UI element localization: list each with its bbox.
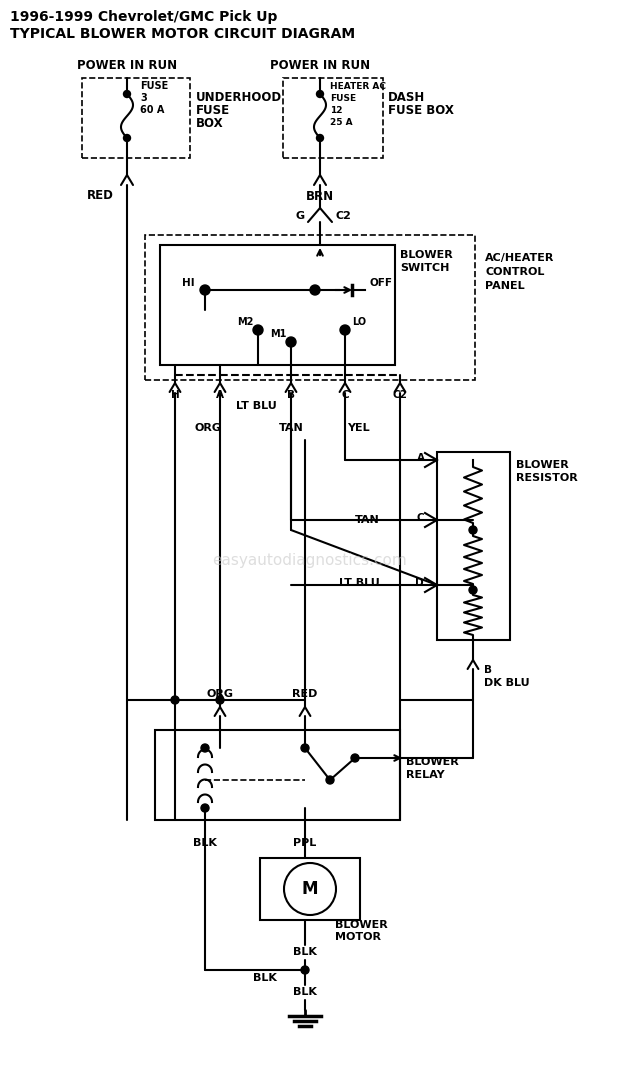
Text: PANEL: PANEL [485,281,525,291]
Text: B: B [484,664,492,675]
Text: easyautodiagnostics.com: easyautodiagnostics.com [211,552,407,567]
Text: BLOWER
MOTOR: BLOWER MOTOR [335,920,387,942]
Text: C: C [341,389,349,400]
Text: M: M [302,880,318,898]
Text: RELAY: RELAY [406,770,444,780]
Text: LT BLU: LT BLU [339,578,380,589]
Text: C: C [417,513,424,523]
Text: 25 A: 25 A [330,118,353,126]
Text: RED: RED [87,188,114,201]
Circle shape [171,696,179,704]
Text: BLK: BLK [293,947,317,957]
Text: TAN: TAN [279,423,303,433]
Bar [283,78,383,158]
Text: A: A [216,389,224,400]
Text: TAN: TAN [355,515,380,525]
Circle shape [340,325,350,335]
Text: M2: M2 [237,317,253,327]
Text: LO: LO [352,317,366,327]
Text: PPL: PPL [294,838,316,849]
Text: ORG: ORG [195,423,221,433]
Text: BLK: BLK [253,973,277,983]
Bar [155,730,400,820]
Circle shape [201,744,209,752]
Bar [145,235,475,380]
Text: FUSE BOX: FUSE BOX [388,104,454,117]
Circle shape [469,586,477,594]
Text: 12: 12 [330,106,342,114]
Text: C2: C2 [335,211,351,221]
Circle shape [124,135,130,141]
Text: BLK: BLK [193,838,217,849]
Circle shape [326,776,334,784]
Text: HEATER AC: HEATER AC [330,81,386,91]
Bar [260,858,360,920]
Text: BLOWER: BLOWER [406,756,459,767]
Text: D: D [415,578,424,589]
Text: SWITCH: SWITCH [400,263,449,273]
Circle shape [351,754,359,762]
Text: DASH: DASH [388,91,425,104]
Circle shape [216,696,224,704]
Text: G: G [296,211,305,221]
Text: POWER IN RUN: POWER IN RUN [270,59,370,72]
Text: FUSE: FUSE [330,93,356,103]
Text: CONTROL: CONTROL [485,268,544,277]
Text: RESISTOR: RESISTOR [516,473,578,483]
Bar [437,452,510,640]
Text: RED: RED [292,689,318,699]
Text: LT BLU: LT BLU [235,401,276,411]
Circle shape [469,526,477,534]
Text: BLOWER: BLOWER [516,460,569,470]
Text: 60 A: 60 A [140,105,164,114]
Text: POWER IN RUN: POWER IN RUN [77,59,177,72]
Text: BRN: BRN [306,189,334,202]
Text: FUSE: FUSE [140,81,168,91]
Circle shape [200,285,210,295]
Bar [82,78,190,158]
Circle shape [201,804,209,812]
Circle shape [316,135,323,141]
Text: YEL: YEL [347,423,370,433]
Circle shape [124,91,130,97]
Text: B: B [287,389,295,400]
Circle shape [301,744,309,752]
Text: AC/HEATER: AC/HEATER [485,253,554,263]
Text: H: H [171,389,179,400]
Text: OFF: OFF [369,278,392,288]
Text: FUSE: FUSE [196,104,230,117]
Circle shape [316,91,323,97]
Text: HI: HI [182,278,195,288]
Text: ORG: ORG [206,689,234,699]
Text: A: A [417,453,425,463]
Text: 3: 3 [140,93,146,103]
Circle shape [253,325,263,335]
Text: 1996-1999 Chevrolet/GMC Pick Up: 1996-1999 Chevrolet/GMC Pick Up [10,10,277,24]
Text: BOX: BOX [196,117,224,129]
Circle shape [301,966,309,974]
Circle shape [286,337,296,347]
Bar [160,245,395,365]
Text: BLOWER: BLOWER [400,250,453,260]
Text: DK BLU: DK BLU [484,678,530,688]
Text: UNDERHOOD: UNDERHOOD [196,91,282,104]
Circle shape [310,285,320,295]
Text: TYPICAL BLOWER MOTOR CIRCUIT DIAGRAM: TYPICAL BLOWER MOTOR CIRCUIT DIAGRAM [10,27,355,41]
Text: M1: M1 [269,328,286,339]
Text: BLK: BLK [293,987,317,997]
Text: C2: C2 [392,389,407,400]
